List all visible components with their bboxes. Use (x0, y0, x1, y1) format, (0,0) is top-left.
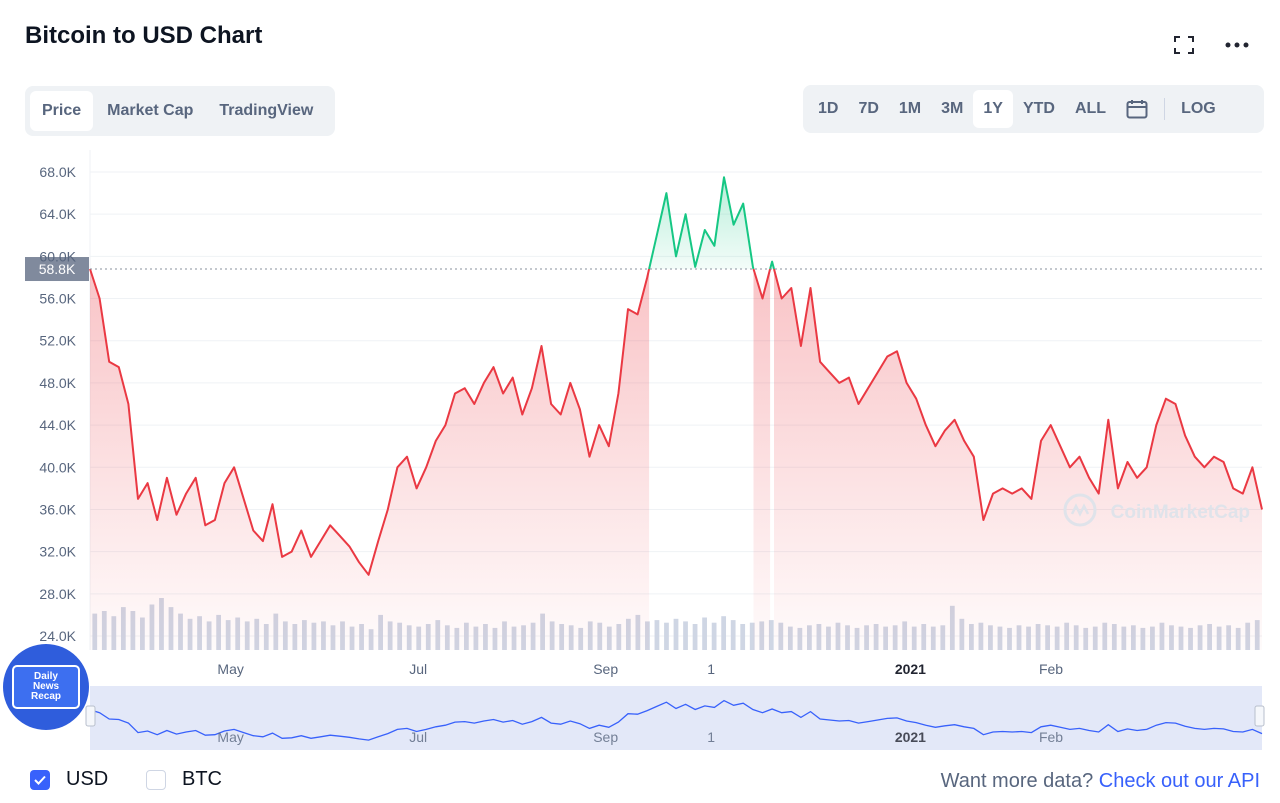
y-tick-label: 44.0K (39, 417, 76, 433)
navigator-tick-label: Feb (1039, 729, 1063, 745)
price-area-fill-up (649, 177, 754, 270)
volume-bar (692, 624, 698, 650)
navigator-tick-label: Jul (409, 729, 427, 745)
y-tick-label: 28.0K (39, 586, 76, 602)
navigator-tick-label: 1 (707, 729, 715, 745)
y-tick-label: 52.0K (39, 333, 76, 349)
usd-checkbox[interactable] (30, 769, 50, 790)
calendar-icon[interactable] (1116, 90, 1158, 128)
more-icon[interactable] (1225, 34, 1249, 56)
tab-price[interactable]: Price (30, 91, 94, 131)
x-tick-label: Jul (409, 661, 427, 677)
y-tick-label: 32.0K (39, 544, 76, 560)
price-line-down (752, 268, 772, 300)
price-line-up (648, 176, 755, 270)
reference-label-bg (25, 257, 89, 282)
legend-btc[interactable]: BTC (146, 768, 222, 791)
tab-market-cap[interactable]: Market Cap (107, 102, 194, 119)
range-1y[interactable]: 1Y (973, 90, 1013, 128)
price-area-fill-down (90, 269, 650, 650)
api-promo-text: Want more data? (940, 770, 1094, 792)
btc-checkbox[interactable] (146, 769, 166, 790)
x-axis: May Jul Sep 1 2021 Feb (217, 661, 1063, 677)
y-tick-label: 48.0K (39, 375, 76, 391)
legend-usd[interactable]: USD (30, 768, 108, 791)
navigator-tick-label: May (217, 729, 243, 745)
navigator-line (89, 699, 1263, 741)
y-tick-label: 24.0K (39, 628, 76, 644)
x-tick-label: 1 (707, 661, 715, 677)
tab-tradingview[interactable]: TradingView (219, 102, 314, 119)
range-1d[interactable]: 1D (818, 100, 839, 117)
navigator-handle-right[interactable] (1254, 705, 1265, 727)
volume-bar (683, 621, 688, 650)
log-toggle[interactable]: LOG (1181, 100, 1216, 117)
range-navigator[interactable]: May Jul Sep 1 2021 Feb (85, 686, 1265, 750)
y-tick-label: 40.0K (39, 459, 76, 475)
volume-bar (768, 620, 774, 650)
y-tick-label: 60.0K (39, 248, 76, 264)
btc-label: BTC (182, 768, 222, 790)
api-link[interactable]: Check out our API (1098, 770, 1260, 792)
y-axis: 68.0K 64.0K 60.0K 56.0K 52.0K 48.0K 44.0K 40.0K… (39, 164, 76, 644)
range-3m[interactable]: 3M (941, 100, 964, 117)
range-all[interactable]: ALL (1074, 100, 1107, 117)
reference-line: 58.8K (25, 257, 1262, 282)
volume-bar (664, 622, 669, 650)
api-promo: Want more data? Check out our API (941, 770, 1260, 793)
range-7d[interactable]: 7D (858, 100, 879, 117)
current-price-label: 58.8K (39, 261, 76, 277)
range-divider (1164, 98, 1166, 120)
x-tick-label: Feb (1039, 661, 1063, 677)
navigator-handle-left[interactable] (85, 705, 96, 727)
daily-news-recap-logo: Daily News Recap (3, 644, 89, 730)
x-tick-label: 2021 (895, 661, 926, 677)
x-tick-label: May (217, 661, 243, 677)
price-area (89, 176, 1263, 650)
volume-bar (702, 617, 707, 650)
volume-bar (654, 620, 660, 650)
x-tick-label: Sep (593, 661, 618, 677)
volume-bar (673, 618, 679, 650)
volume-bar (711, 622, 717, 650)
range-ytd[interactable]: YTD (1022, 100, 1055, 117)
volume-bar (730, 620, 736, 650)
price-line-down (773, 268, 1263, 521)
volume-bar (721, 616, 727, 650)
price-area-fill-down (774, 269, 1262, 650)
watermark: CoinMarketCap (1111, 502, 1250, 523)
y-tick-label: 64.0K (39, 206, 76, 222)
page-title: Bitcoin to USD Chart (25, 22, 263, 49)
range-selector: 1D 7D 1M 3M 1Y YTD ALL LOG (803, 85, 1264, 133)
price-line-down (89, 268, 651, 576)
price-area-fill-down (753, 269, 771, 650)
price-chart[interactable]: 58.8K 68.0K 64.0K 60.0K 56.0K 52.0K 48.0K 44.0… (0, 150, 1280, 760)
fullscreen-icon[interactable] (1172, 34, 1196, 56)
y-tick-label: 36.0K (39, 501, 76, 517)
y-tick-label: 68.0K (39, 164, 76, 180)
navigator-tick-label: Sep (593, 729, 618, 745)
volume-bar (749, 622, 755, 650)
chart-type-tabs: Price Market Cap TradingView (25, 86, 335, 136)
y-tick-label: 56.0K (39, 291, 76, 307)
range-1m[interactable]: 1M (898, 100, 922, 117)
volume-bar (740, 624, 746, 650)
coinmarketcap-logo-icon (1063, 493, 1097, 527)
usd-label: USD (66, 768, 109, 790)
price-line-up (769, 260, 775, 270)
navigator-bg (90, 686, 1262, 750)
navigator-tick-label: 2021 (895, 729, 926, 745)
